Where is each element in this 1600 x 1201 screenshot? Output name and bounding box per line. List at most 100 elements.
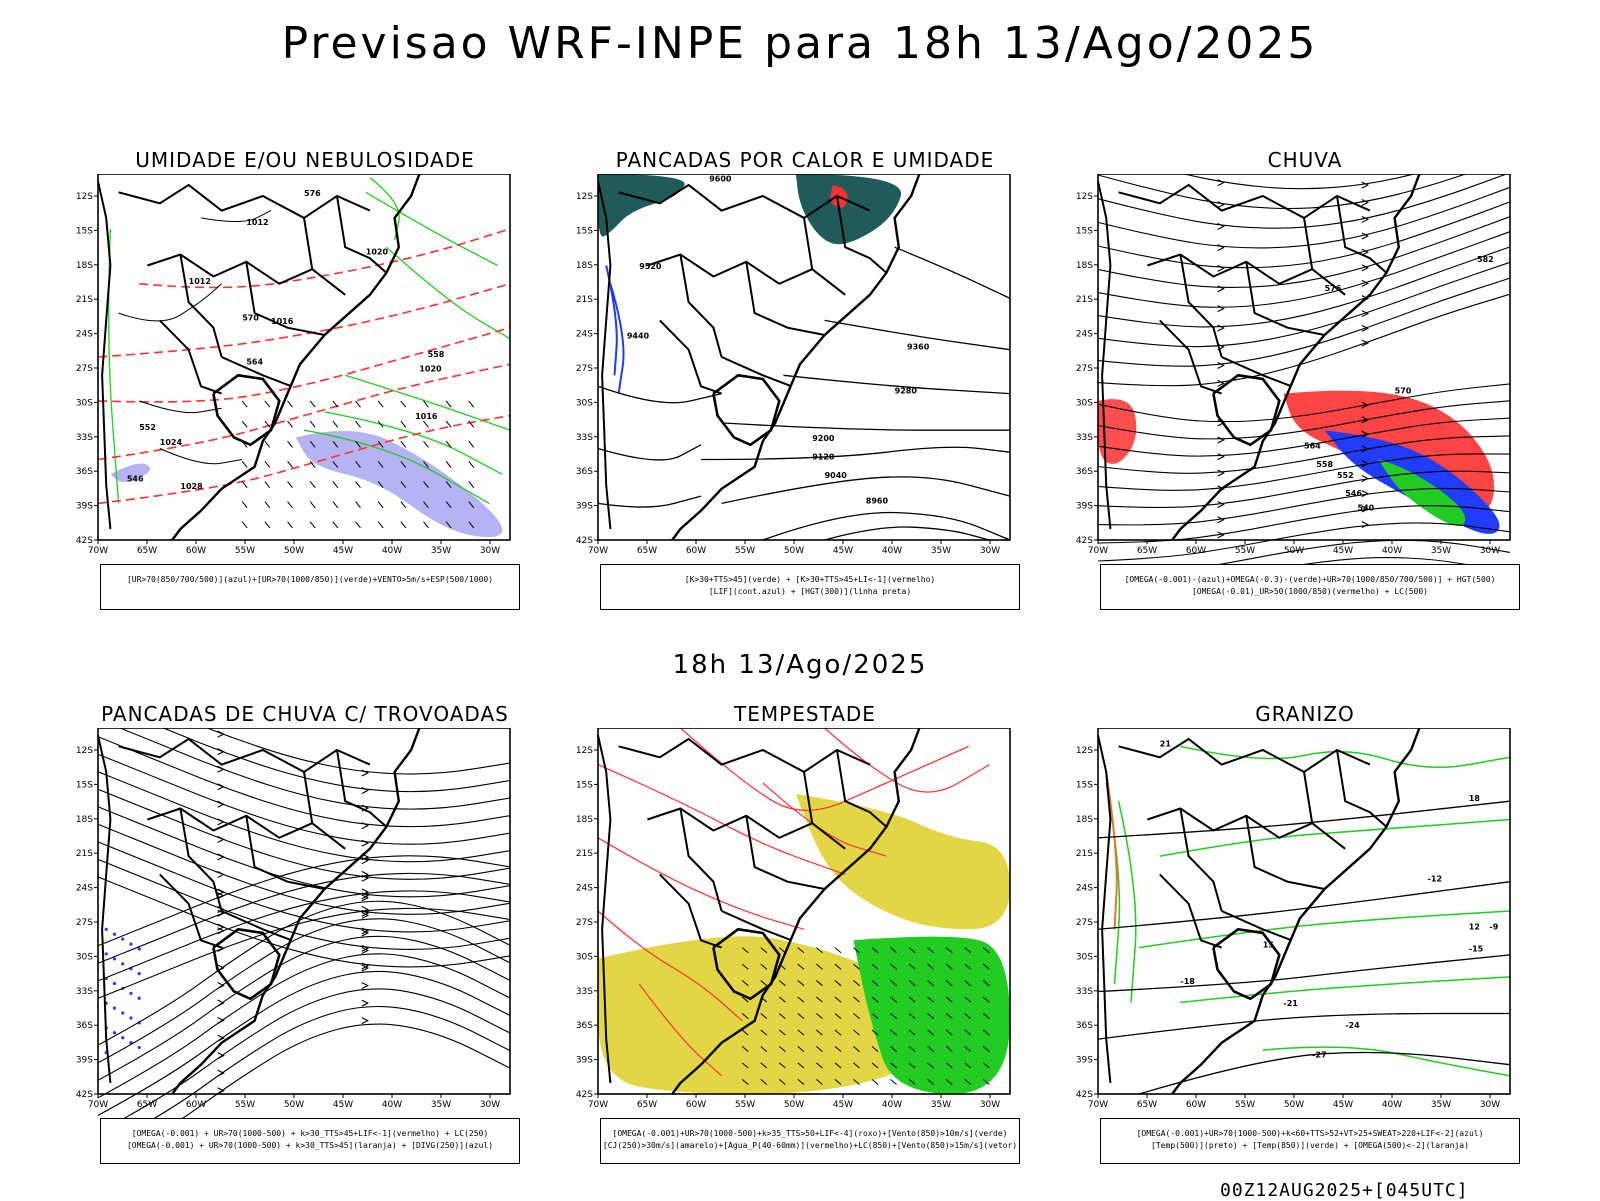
wind-vector: [332, 460, 339, 468]
wind-vector: [760, 1062, 768, 1069]
height-contour: [824, 526, 990, 541]
wind-vector: [778, 1078, 786, 1085]
divergence-dot: [121, 937, 125, 941]
lat-label: 27S: [576, 364, 593, 374]
panel-legend: [OMEGA(-0.001) + UR>70(1000-500) + k>30_…: [100, 1118, 520, 1164]
lon-label: 35W: [931, 1100, 951, 1110]
streamline: [1097, 186, 1511, 249]
streamline-arrow: [1361, 310, 1370, 318]
rio-grande-do-sul-border: [1212, 927, 1281, 1001]
streamline-arrow: [361, 944, 370, 952]
lon-label: 55W: [1235, 1100, 1255, 1110]
legend-line: [OMEGA(-0.001) + UR>70(1000-500) + k>30_…: [131, 1129, 489, 1138]
lon-label: 50W: [1284, 546, 1304, 556]
wind-vector: [309, 400, 316, 408]
lon-label: 65W: [1137, 546, 1157, 556]
streamline-arrow: [1361, 199, 1370, 207]
wind-area: [853, 936, 1010, 1094]
lat-label: 30S: [576, 952, 593, 962]
divergence-dot: [137, 947, 141, 951]
height-contour: [762, 511, 1011, 541]
map-background: [1098, 728, 1510, 1094]
streamline: [97, 918, 511, 1064]
east-coastline: [171, 174, 421, 541]
lon-label: 55W: [235, 546, 255, 556]
lat-label: 15S: [576, 226, 593, 236]
wind-vector: [445, 440, 452, 448]
wind-vector: [400, 501, 407, 509]
wind-vector: [927, 947, 935, 954]
wind-vector: [927, 1078, 935, 1085]
lon-label: 60W: [186, 1100, 206, 1110]
state-border: [179, 808, 223, 912]
contour-label: -9: [1489, 922, 1498, 931]
lat-label: 18S: [576, 815, 593, 825]
streamline: [1097, 246, 1511, 328]
wind-vector: [400, 521, 407, 529]
divergence-dot: [137, 1045, 141, 1050]
temp850-contour: [1117, 801, 1137, 1003]
streamline-arrow: [361, 822, 370, 830]
lat-label: 12S: [1076, 192, 1093, 202]
divergence-dot: [112, 1031, 117, 1035]
streamline-850: [638, 983, 722, 1077]
state-border: [221, 356, 292, 388]
map-pancadas-calor: 96009520944093609280920091209040896012S1…: [576, 174, 1011, 556]
streamline: [1097, 400, 1511, 440]
streamline: [97, 876, 511, 968]
wind-vector: [945, 1078, 953, 1085]
east-coastline: [671, 728, 921, 1095]
streamline-arrow: [1361, 215, 1370, 223]
wind-vector: [853, 947, 860, 954]
wind-vector: [377, 521, 384, 529]
wind-vector: [264, 460, 271, 468]
streamline-arrow: [217, 909, 225, 917]
streamline-arrow: [361, 964, 370, 972]
contour-label: 570: [1395, 387, 1412, 396]
wind-vector: [309, 420, 316, 428]
wind-vector: [908, 996, 916, 1003]
lon-label: 40W: [382, 546, 402, 556]
lat-label: 24S: [76, 330, 93, 340]
state-border: [679, 254, 723, 358]
contour-label: 9280: [895, 387, 918, 396]
panel-legend: [K>30+TTS>45](verde) + [K>30+TTS>45+LI<-…: [600, 564, 1020, 610]
streamline-arrow: [1217, 361, 1225, 369]
wind-vector: [964, 980, 972, 987]
streamline: [97, 823, 511, 915]
state-border: [618, 737, 871, 774]
wind-vector: [871, 1046, 879, 1052]
contour-label: -15: [1469, 944, 1484, 953]
streamline-arrow: [217, 870, 225, 878]
thickness-contour: [97, 363, 511, 461]
streamline: [97, 953, 511, 1099]
streamline: [1097, 470, 1511, 508]
lon-label: 30W: [980, 1100, 1000, 1110]
east-coastline: [671, 174, 921, 541]
wind-vector: [964, 1013, 972, 1020]
lon-label: 45W: [1333, 546, 1353, 556]
contour-label: 576: [1325, 284, 1342, 293]
divergence-dot: [112, 957, 117, 961]
wind-vector: [834, 1062, 842, 1069]
map-chuva: 582 576 570 564 558 552 546 540 12S 15S 18S 21S 24S 2…: [1076, 174, 1511, 564]
wind-vector: [797, 947, 805, 954]
streamline-arrow: [1217, 264, 1225, 272]
streamline-arrow: [1217, 222, 1225, 230]
lat-label: 33S: [76, 433, 93, 443]
wind-vector: [982, 1062, 990, 1069]
legend-line: [CJ(250)>30m/s](amarelo)+[Agua_P(40-60mm…: [602, 1141, 1018, 1150]
divergence-dot: [112, 932, 117, 936]
wind-vector: [760, 1078, 768, 1085]
wind-vector: [871, 963, 879, 970]
wind-vector: [890, 1062, 897, 1069]
lon-label: 70W: [588, 546, 608, 556]
lat-label: 42S: [76, 536, 93, 546]
wind-vector: [355, 420, 361, 428]
lat-label: 39S: [576, 1056, 593, 1066]
contour-label: -24: [1345, 1021, 1360, 1030]
map-base: 1012 1016 1020 1024 1028 1016 1020 1012 570 564 55…: [97, 174, 511, 540]
wind-vector: [945, 980, 953, 987]
wind-vector: [332, 481, 339, 489]
